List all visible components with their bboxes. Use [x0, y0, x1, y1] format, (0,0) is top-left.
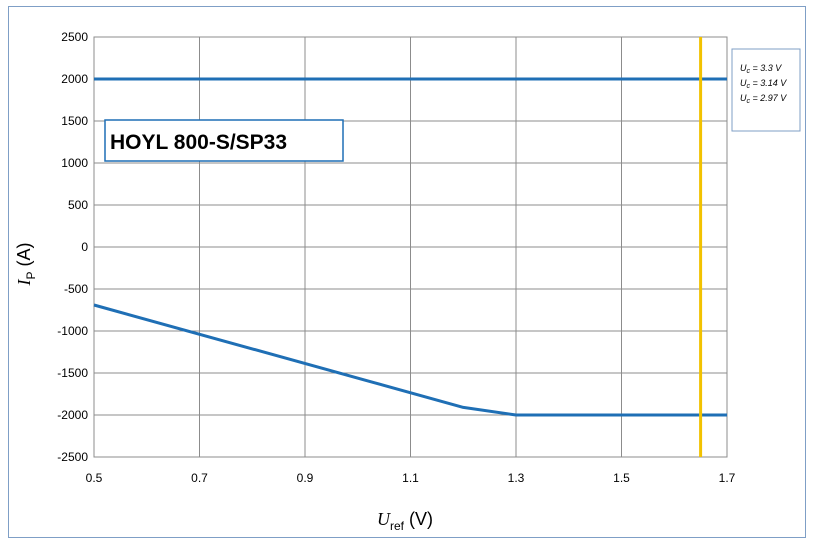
title-box: HOYL 800-S/SP33 [104, 119, 344, 162]
svg-text:Uref(V): Uref (V) [377, 509, 433, 533]
y-tick-labels: 2500 2000 1500 1000 500 0 -500 -1000 -1500 -2000 -… [57, 30, 88, 464]
x-tick-label: 1.3 [508, 471, 525, 485]
x-tick-label: 1.7 [719, 471, 736, 485]
x-tick-label: 0.9 [297, 471, 314, 485]
y-tick-label: 2000 [61, 72, 88, 86]
y-tick-label: -1000 [57, 324, 88, 338]
y-axis-symbol: I [14, 279, 34, 287]
x-tick-label: 0.5 [86, 471, 103, 485]
y-tick-label: 0 [81, 240, 88, 254]
x-tick-labels: 0.5 0.7 0.9 1.1 1.3 1.5 1.7 [86, 471, 736, 485]
y-tick-label: 1000 [61, 156, 88, 170]
chart-title: HOYL 800-S/SP33 [110, 131, 287, 154]
chart: 2500 2000 1500 1000 500 0 -500 -1000 -1500 -2000 -… [14, 30, 801, 533]
y-tick-label: -1500 [57, 366, 88, 380]
svg-text:IP(A): IP (A) [14, 242, 38, 286]
legend-item: Uc = 2.97 V [740, 93, 787, 105]
y-tick-label: -500 [64, 282, 88, 296]
x-tick-label: 1.1 [402, 471, 419, 485]
series-lines [93, 37, 727, 457]
chart-frame: 2500 2000 1500 1000 500 0 -500 -1000 -1500 -2000 -… [8, 6, 806, 538]
x-axis-subscript: ref [390, 519, 405, 533]
y-tick-label: -2000 [57, 408, 88, 422]
legend-item: Uc = 3.14 V [740, 78, 787, 90]
x-tick-label: 0.7 [191, 471, 208, 485]
x-axis-symbol: U [377, 509, 391, 529]
y-axis-subscript: P [24, 271, 38, 279]
series-line [93, 303, 727, 417]
x-axis-unit: (V) [409, 509, 433, 529]
x-axis-label: Uref (V) [377, 509, 433, 533]
y-tick-label: 1500 [61, 114, 88, 128]
y-tick-label: -2500 [57, 450, 88, 464]
y-axis-unit: (A) [14, 242, 34, 266]
legend: Uc = 3.3 V Uc = 3.14 V Uc = 2.97 V [731, 48, 801, 132]
legend-item: Uc = 3.3 V [740, 63, 782, 75]
y-tick-label: 2500 [61, 30, 88, 44]
y-axis-label: IP (A) [14, 242, 38, 286]
x-tick-label: 1.5 [613, 471, 630, 485]
y-tick-label: 500 [68, 198, 88, 212]
